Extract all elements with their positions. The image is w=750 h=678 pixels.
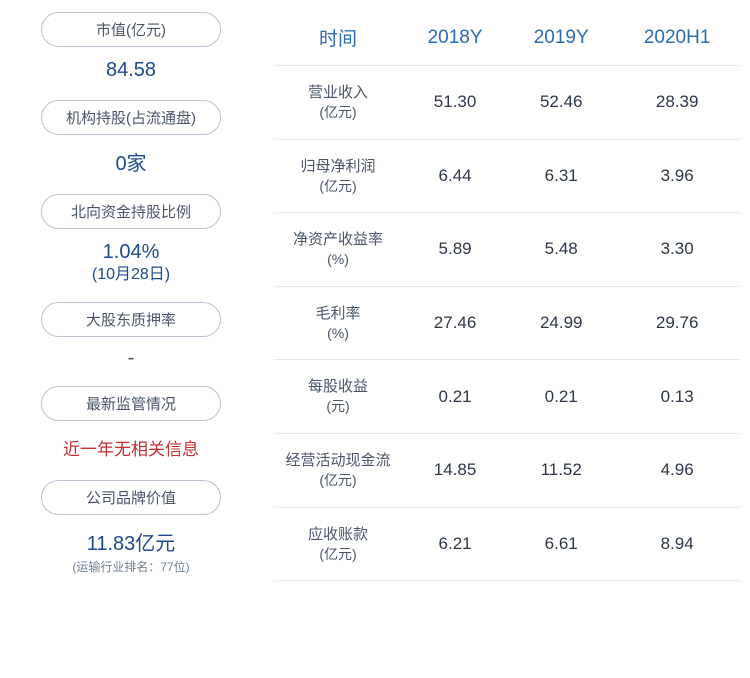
table-cell: 0.21	[402, 360, 508, 434]
financial-table-panel: 时间 2018Y 2019Y 2020H1 营业收入(亿元)51.3052.46…	[252, 12, 740, 666]
table-cell: 52.46	[508, 66, 614, 140]
row-label: 净资产收益率(%)	[274, 213, 402, 287]
table-cell: 3.96	[614, 139, 740, 213]
header-2018: 2018Y	[402, 12, 508, 66]
row-label: 每股收益(元)	[274, 360, 402, 434]
table-row: 经营活动现金流(亿元)14.8511.524.96	[274, 433, 740, 507]
northbound-holdings-date: (10月28日)	[92, 260, 170, 284]
table-header-row: 时间 2018Y 2019Y 2020H1	[274, 12, 740, 66]
header-2019: 2019Y	[508, 12, 614, 66]
table-cell: 14.85	[402, 433, 508, 507]
left-metrics-panel: 市值(亿元) 84.58 机构持股(占流通盘) 0家 北向资金持股比例 1.04…	[10, 12, 252, 666]
table-cell: 28.39	[614, 66, 740, 140]
institutional-holdings-label: 机构持股(占流通盘)	[41, 100, 221, 135]
table-cell: 4.96	[614, 433, 740, 507]
table-cell: 0.13	[614, 360, 740, 434]
table-cell: 5.89	[402, 213, 508, 287]
market-cap-value: 84.58	[106, 59, 156, 82]
pledge-rate-value: -	[128, 347, 135, 370]
table-row: 每股收益(元)0.210.210.13	[274, 360, 740, 434]
header-time: 时间	[274, 12, 402, 66]
table-cell: 0.21	[508, 360, 614, 434]
row-label: 营业收入(亿元)	[274, 66, 402, 140]
table-cell: 11.52	[508, 433, 614, 507]
northbound-holdings-label: 北向资金持股比例	[41, 194, 221, 229]
table-cell: 6.44	[402, 139, 508, 213]
table-cell: 5.48	[508, 213, 614, 287]
brand-value-ranking: (运输行业排名：77位)	[72, 558, 189, 575]
row-label: 归母净利润(亿元)	[274, 139, 402, 213]
table-cell: 27.46	[402, 286, 508, 360]
table-row: 归母净利润(亿元)6.446.313.96	[274, 139, 740, 213]
row-label: 应收账款(亿元)	[274, 507, 402, 581]
header-2020h1: 2020H1	[614, 12, 740, 66]
table-cell: 3.30	[614, 213, 740, 287]
table-cell: 51.30	[402, 66, 508, 140]
pledge-rate-label: 大股东质押率	[41, 302, 221, 337]
table-row: 净资产收益率(%)5.895.483.30	[274, 213, 740, 287]
table-row: 应收账款(亿元)6.216.618.94	[274, 507, 740, 581]
table-cell: 6.31	[508, 139, 614, 213]
regulatory-status-label: 最新监管情况	[41, 386, 221, 421]
table-body: 营业收入(亿元)51.3052.4628.39归母净利润(亿元)6.446.31…	[274, 66, 740, 581]
table-cell: 29.76	[614, 286, 740, 360]
regulatory-status-value: 近一年无相关信息	[63, 435, 199, 460]
table-row: 毛利率(%)27.4624.9929.76	[274, 286, 740, 360]
institutional-holdings-value: 0家	[115, 147, 146, 176]
table-cell: 6.21	[402, 507, 508, 581]
brand-value-value: 11.83亿元	[87, 527, 176, 556]
market-cap-label: 市值(亿元)	[41, 12, 221, 47]
financial-table: 时间 2018Y 2019Y 2020H1 营业收入(亿元)51.3052.46…	[274, 12, 740, 581]
table-row: 营业收入(亿元)51.3052.4628.39	[274, 66, 740, 140]
row-label: 经营活动现金流(亿元)	[274, 433, 402, 507]
brand-value-label: 公司品牌价值	[41, 480, 221, 515]
table-cell: 24.99	[508, 286, 614, 360]
table-cell: 8.94	[614, 507, 740, 581]
row-label: 毛利率(%)	[274, 286, 402, 360]
table-cell: 6.61	[508, 507, 614, 581]
